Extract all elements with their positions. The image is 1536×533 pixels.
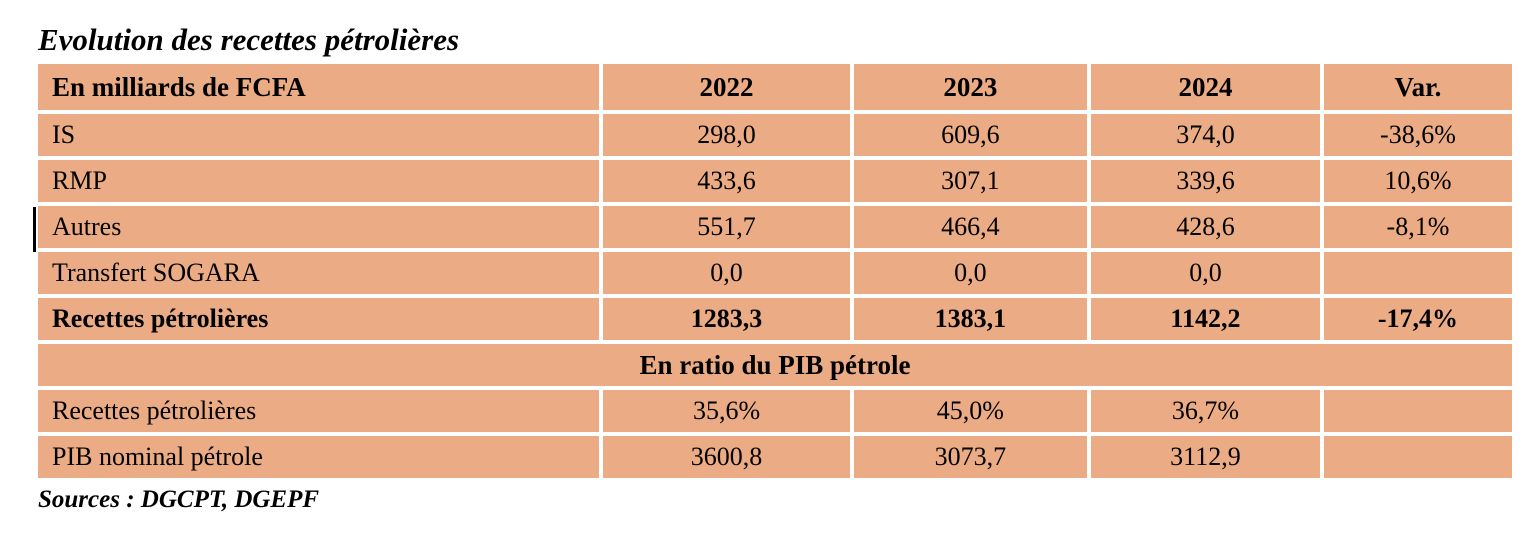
value-2024: 3112,9	[1091, 436, 1320, 478]
value-variation: -8,1%	[1323, 206, 1512, 248]
value-2024: 36,7%	[1091, 390, 1320, 432]
value-2024: 1142,2	[1091, 298, 1320, 340]
oil-revenues-table: En milliards de FCFA 2022 2023 2024 Var.…	[34, 60, 1516, 482]
value-2023: 1383,1	[853, 298, 1087, 340]
table-row-autres: Autres 551,7 466,4 428,6 -8,1%	[38, 206, 1512, 248]
value-variation: -38,6%	[1323, 114, 1512, 156]
value-variation	[1323, 252, 1512, 294]
row-label: RMP	[38, 160, 600, 202]
value-2023: 0,0	[853, 252, 1087, 294]
value-2023: 609,6	[853, 114, 1087, 156]
sources-note: Sources : DGCPT, DGEPF	[38, 486, 320, 513]
table-row-transfert-sogara: Transfert SOGARA 0,0 0,0 0,0	[38, 252, 1512, 294]
header-year-2024: 2024	[1091, 64, 1320, 110]
value-variation: 10,6%	[1323, 160, 1512, 202]
value-2023: 45,0%	[853, 390, 1087, 432]
value-2022: 551,7	[603, 206, 850, 248]
table-section-row: En ratio du PIB pétrole	[38, 344, 1512, 386]
section-header-ratio-pib: En ratio du PIB pétrole	[38, 344, 1512, 386]
row-label: Transfert SOGARA	[38, 252, 600, 294]
text-cursor[interactable]	[33, 207, 36, 252]
table-row-pib-nominal: PIB nominal pétrole 3600,8 3073,7 3112,9	[38, 436, 1512, 478]
value-2024: 339,6	[1091, 160, 1320, 202]
value-2022: 3600,8	[603, 436, 850, 478]
value-2022: 433,6	[603, 160, 850, 202]
table-row-is: IS 298,0 609,6 374,0 -38,6%	[38, 114, 1512, 156]
value-2022: 0,0	[603, 252, 850, 294]
header-unit-label: En milliards de FCFA	[38, 64, 600, 110]
row-label: Autres	[38, 206, 600, 248]
value-variation: -17,4%	[1323, 298, 1512, 340]
value-2022: 1283,3	[603, 298, 850, 340]
table-row-ratio-recettes: Recettes pétrolières 35,6% 45,0% 36,7%	[38, 390, 1512, 432]
value-2024: 0,0	[1091, 252, 1320, 294]
value-2022: 35,6%	[603, 390, 850, 432]
header-variation: Var.	[1323, 64, 1512, 110]
table-row-total-recettes: Recettes pétrolières 1283,3 1383,1 1142,…	[38, 298, 1512, 340]
page-title: Evolution des recettes pétrolières	[38, 22, 460, 57]
row-label: PIB nominal pétrole	[38, 436, 600, 478]
value-variation	[1323, 436, 1512, 478]
table-row-rmp: RMP 433,6 307,1 339,6 10,6%	[38, 160, 1512, 202]
value-2023: 3073,7	[853, 436, 1087, 478]
header-year-2022: 2022	[603, 64, 850, 110]
value-2024: 428,6	[1091, 206, 1320, 248]
value-2022: 298,0	[603, 114, 850, 156]
value-variation	[1323, 390, 1512, 432]
row-label: Recettes pétrolières	[38, 298, 600, 340]
header-year-2023: 2023	[853, 64, 1087, 110]
value-2023: 307,1	[853, 160, 1087, 202]
row-label: Recettes pétrolières	[38, 390, 600, 432]
row-label: IS	[38, 114, 600, 156]
table-header-row: En milliards de FCFA 2022 2023 2024 Var.	[38, 64, 1512, 110]
value-2024: 374,0	[1091, 114, 1320, 156]
value-2023: 466,4	[853, 206, 1087, 248]
